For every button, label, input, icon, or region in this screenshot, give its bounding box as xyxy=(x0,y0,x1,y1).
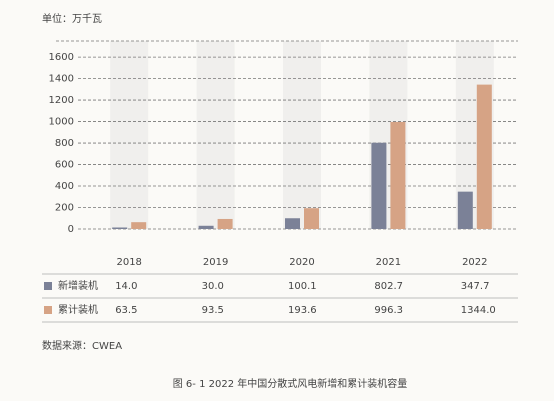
category-band xyxy=(196,41,235,229)
table-value: 1344.0 xyxy=(461,305,496,316)
category-band xyxy=(110,41,149,229)
y-tick-label: 800 xyxy=(55,138,74,149)
table-value: 100.1 xyxy=(288,281,317,292)
source: 数据来源：CWEA xyxy=(42,339,122,352)
bar xyxy=(476,84,492,229)
unit-label: 单位：万千瓦 xyxy=(42,12,102,25)
legend-label: 新增装机 xyxy=(58,279,98,292)
bar xyxy=(371,142,387,229)
bar xyxy=(285,218,300,229)
caption: 图 6- 1 2022 年中国分散式风电新增和累计装机容量 xyxy=(173,377,408,390)
y-tick-label: 1200 xyxy=(49,95,74,106)
y-tick-label: 400 xyxy=(55,181,74,192)
table-value: 93.5 xyxy=(202,305,224,316)
y-tick-label: 600 xyxy=(55,160,74,171)
table-value: 14.0 xyxy=(115,281,137,292)
y-tick-label: 0 xyxy=(68,224,74,235)
y-tick-label: 1000 xyxy=(49,117,74,128)
bar xyxy=(457,191,473,229)
legend-swatch xyxy=(44,282,52,290)
bar xyxy=(217,218,233,229)
x-tick-label: 2020 xyxy=(289,257,314,268)
x-tick-label: 2018 xyxy=(116,257,141,268)
y-tick-label: 1400 xyxy=(49,74,74,85)
y-tick-label: 1600 xyxy=(49,52,74,63)
bar xyxy=(131,222,147,229)
legend-label: 累计装机 xyxy=(58,303,98,316)
table-value: 193.6 xyxy=(288,305,317,316)
bar xyxy=(198,225,214,229)
table-value: 30.0 xyxy=(202,281,224,292)
y-tick-label: 200 xyxy=(55,203,74,214)
bar xyxy=(304,208,319,229)
x-tick-label: 2021 xyxy=(376,257,401,268)
bar xyxy=(390,121,406,229)
category-band xyxy=(282,41,322,229)
bar xyxy=(112,227,128,229)
table-value: 802.7 xyxy=(374,281,403,292)
x-tick-label: 2022 xyxy=(462,257,487,268)
table-value: 996.3 xyxy=(374,305,403,316)
x-tick-label: 2019 xyxy=(203,257,228,268)
legend-swatch xyxy=(44,306,52,314)
table-value: 63.5 xyxy=(115,305,137,316)
table-value: 347.7 xyxy=(461,281,490,292)
